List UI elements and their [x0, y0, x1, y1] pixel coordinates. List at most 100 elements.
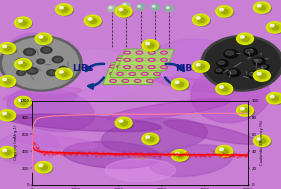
Circle shape	[257, 138, 261, 140]
Circle shape	[192, 14, 209, 26]
Circle shape	[171, 150, 188, 161]
Ellipse shape	[75, 68, 178, 102]
Point	[175, 151, 179, 154]
Ellipse shape	[26, 50, 32, 54]
Circle shape	[3, 149, 6, 152]
Text: KIBs: KIBs	[176, 64, 198, 74]
Point	[195, 154, 199, 157]
Point	[128, 150, 133, 153]
Circle shape	[115, 117, 132, 129]
Point	[47, 149, 52, 152]
Circle shape	[196, 17, 200, 19]
Circle shape	[192, 61, 209, 72]
Circle shape	[39, 36, 43, 38]
Ellipse shape	[16, 58, 26, 64]
Point	[241, 153, 245, 156]
Circle shape	[4, 113, 11, 118]
Point	[171, 154, 176, 157]
Point	[58, 151, 62, 154]
Polygon shape	[103, 63, 160, 85]
Circle shape	[259, 74, 266, 78]
Point	[183, 152, 188, 155]
Circle shape	[20, 100, 27, 105]
Circle shape	[147, 137, 154, 141]
Circle shape	[35, 162, 52, 173]
Ellipse shape	[191, 66, 270, 123]
Point	[243, 154, 247, 157]
Circle shape	[117, 119, 133, 129]
Ellipse shape	[49, 71, 55, 74]
Point	[221, 151, 225, 154]
Circle shape	[175, 81, 179, 84]
Circle shape	[1, 77, 17, 88]
Circle shape	[201, 36, 281, 91]
Circle shape	[1, 44, 17, 55]
Ellipse shape	[64, 142, 161, 168]
Point	[127, 153, 132, 156]
Point	[33, 142, 37, 145]
Point	[37, 149, 42, 153]
Point	[206, 152, 210, 155]
Point	[237, 153, 242, 156]
Circle shape	[171, 78, 188, 90]
Circle shape	[39, 164, 43, 167]
Circle shape	[138, 5, 140, 7]
Point	[117, 154, 121, 157]
Circle shape	[195, 62, 210, 73]
Point	[53, 151, 58, 154]
Circle shape	[146, 42, 149, 45]
Point	[137, 154, 141, 157]
Circle shape	[0, 110, 16, 121]
Circle shape	[119, 8, 123, 11]
Point	[140, 153, 145, 156]
Point	[142, 153, 146, 156]
Text: LIBs: LIBs	[72, 64, 94, 74]
Circle shape	[61, 7, 68, 12]
Point	[118, 153, 122, 156]
Circle shape	[61, 72, 68, 76]
Circle shape	[266, 93, 281, 104]
Point	[238, 154, 243, 157]
Circle shape	[253, 135, 270, 146]
Circle shape	[3, 78, 6, 81]
Point	[110, 153, 114, 156]
Point	[88, 151, 93, 154]
Circle shape	[58, 5, 70, 14]
Point	[212, 153, 217, 156]
Point	[228, 154, 232, 157]
Ellipse shape	[154, 39, 251, 82]
Point	[187, 154, 191, 157]
Circle shape	[270, 95, 274, 98]
Circle shape	[4, 150, 11, 155]
Circle shape	[218, 85, 230, 93]
Point	[98, 152, 102, 155]
Circle shape	[218, 7, 234, 18]
Point	[126, 153, 131, 156]
Circle shape	[256, 3, 271, 14]
Point	[81, 151, 86, 154]
Circle shape	[56, 4, 72, 15]
Point	[60, 150, 64, 153]
Point	[235, 153, 240, 156]
Circle shape	[216, 6, 233, 17]
Point	[69, 152, 74, 155]
Point	[99, 154, 103, 157]
Circle shape	[239, 106, 255, 117]
Point	[86, 150, 91, 153]
Point	[62, 153, 67, 156]
Circle shape	[19, 61, 22, 64]
Ellipse shape	[217, 60, 228, 67]
Circle shape	[216, 83, 233, 94]
Point	[129, 153, 133, 156]
Point	[133, 152, 138, 155]
Circle shape	[20, 62, 27, 67]
Point	[108, 152, 113, 155]
Circle shape	[56, 68, 72, 79]
Point	[82, 152, 87, 155]
Point	[209, 153, 214, 156]
Circle shape	[87, 17, 99, 25]
Circle shape	[147, 43, 154, 48]
Circle shape	[269, 23, 281, 32]
Circle shape	[221, 9, 228, 14]
Point	[186, 153, 191, 156]
